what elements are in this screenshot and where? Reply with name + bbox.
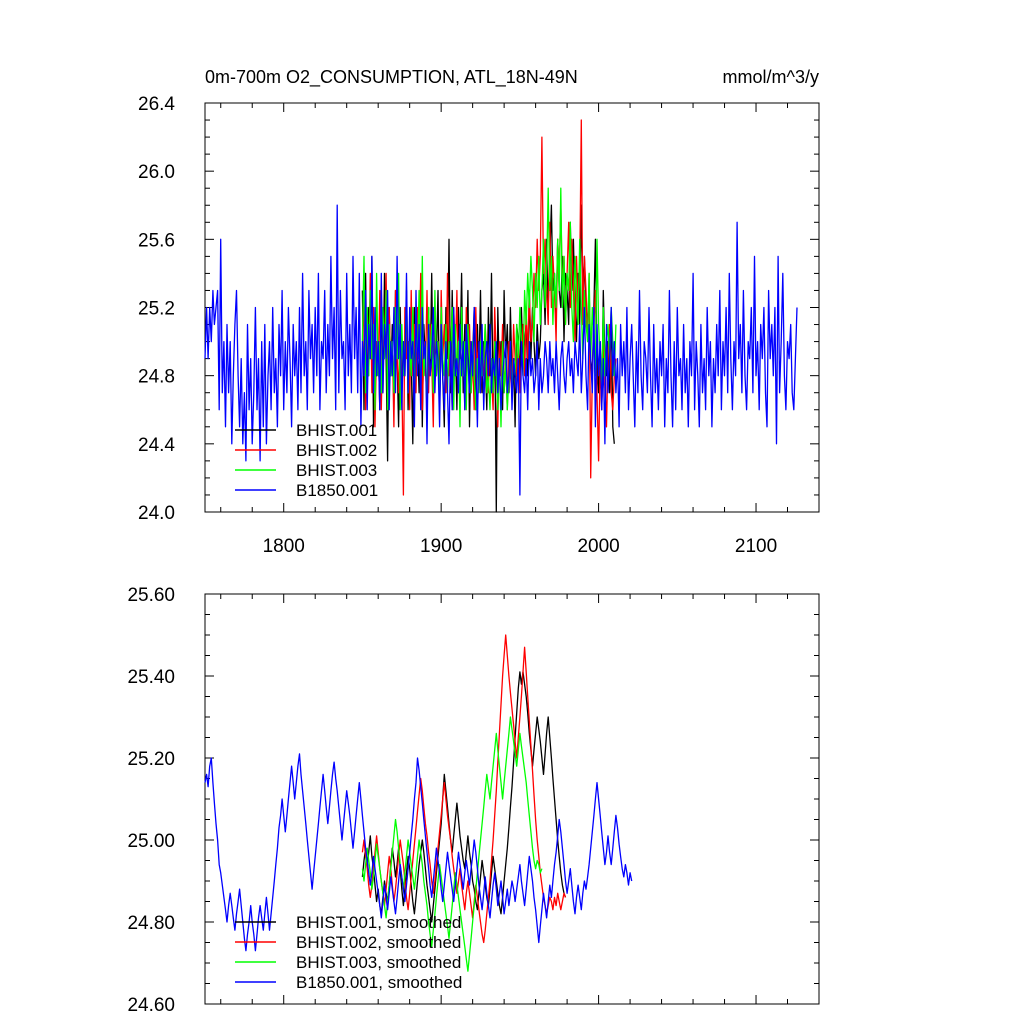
top-legend-label-1: BHIST.002 <box>296 441 377 460</box>
x-tick-label: 2100 <box>735 536 777 557</box>
x-tick-label: 2000 <box>577 536 619 557</box>
y-tick-label: 24.4 <box>138 435 175 456</box>
y-tick-label: 24.60 <box>127 995 175 1016</box>
bottom-legend-label-1: BHIST.002, smoothed <box>296 933 461 952</box>
bottom-legend-label-0: BHIST.001, smoothed <box>296 913 461 932</box>
y-tick-label: 24.8 <box>138 367 175 388</box>
top-series-group <box>205 120 797 512</box>
title-right: mmol/m^3/y <box>723 67 819 87</box>
y-tick-label: 25.20 <box>127 749 175 770</box>
y-tick-label: 25.60 <box>127 585 175 606</box>
y-tick-label: 26.4 <box>138 94 175 115</box>
bottom-legend-label-3: B1850.001, smoothed <box>296 973 462 992</box>
x-tick-label: 1900 <box>420 536 462 557</box>
title-left: 0m-700m O2_CONSUMPTION, ATL_18N-49N <box>205 67 578 88</box>
y-tick-label: 25.40 <box>127 667 175 688</box>
bottom-smoothed-panel: 24.60 24.80 25.00 25.20 25.40 25.60 BHIST.001… <box>127 585 819 1016</box>
y-tick-label: 24.80 <box>127 913 175 934</box>
y-tick-label: 25.2 <box>138 299 175 320</box>
y-tick-label: 24.0 <box>138 503 175 524</box>
top-legend-label-0: BHIST.001 <box>296 421 377 440</box>
y-tick-label: 25.00 <box>127 831 175 852</box>
x-tick-label: 1800 <box>263 536 305 557</box>
y-tick-label: 26.0 <box>138 162 175 183</box>
bottom-tick-labels: 24.60 24.80 25.00 25.20 25.40 25.60 <box>127 585 175 1016</box>
top-legend-label-3: B1850.001 <box>296 481 378 500</box>
bottom-legend-label-2: BHIST.003, smoothed <box>296 953 461 972</box>
top-legend-label-2: BHIST.003 <box>296 461 377 480</box>
y-tick-label: 25.6 <box>138 230 175 251</box>
top-annual-panel: 0m-700m O2_CONSUMPTION, ATL_18N-49N mmol… <box>138 67 819 557</box>
